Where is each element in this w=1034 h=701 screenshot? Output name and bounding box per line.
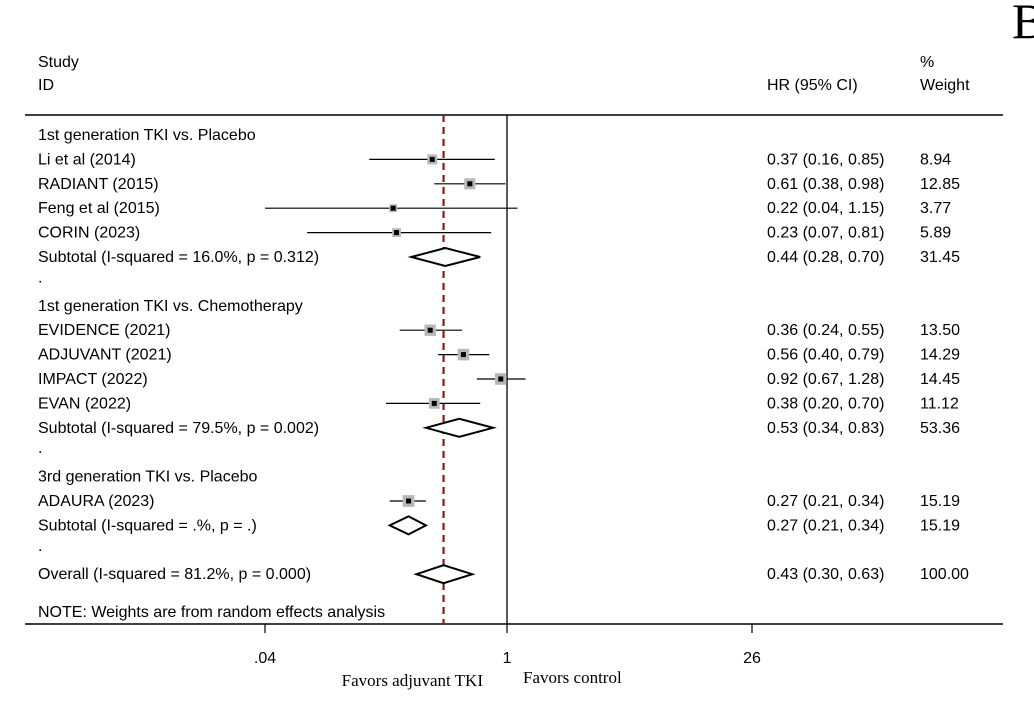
favors-left-label: Favors adjuvant TKI	[342, 671, 484, 690]
weights-note: NOTE: Weights are from random effects an…	[38, 604, 385, 621]
favors-right-label: Favors control	[523, 668, 622, 687]
hr-ci-value: 0.56 (0.40, 0.79)	[767, 347, 884, 364]
header-weight-line2: Weight	[920, 77, 970, 94]
spacer-label: .	[38, 538, 42, 555]
weight-value: 8.94	[920, 151, 951, 168]
study-label: Feng et al (2015)	[38, 200, 160, 217]
group-label: 1st generation TKI vs. Chemotherapy	[38, 298, 303, 315]
point-estimate	[406, 498, 412, 504]
header-study-line2: ID	[38, 77, 54, 94]
subtotal-diamond	[422, 417, 497, 438]
overall-diamond	[413, 564, 476, 585]
x-tick-label: 26	[743, 650, 761, 667]
study-label: Li et al (2014)	[38, 151, 136, 168]
weight-value: 12.85	[920, 176, 960, 193]
weight-value: 15.19	[920, 517, 960, 534]
subtotal-label: Subtotal (I-squared = .%, p = .)	[38, 517, 257, 534]
weight-value: 14.29	[920, 347, 960, 364]
x-axis-ticks: .04 1 26	[254, 624, 761, 667]
hr-ci-value: 0.22 (0.04, 1.15)	[767, 200, 884, 217]
weight-value: 5.89	[920, 225, 951, 242]
header-study-line1: Study	[38, 54, 79, 71]
header-hr-ci: HR (95% CI)	[767, 77, 858, 94]
study-label: EVAN (2022)	[38, 395, 131, 412]
hr-ci-value: 0.61 (0.38, 0.98)	[767, 176, 884, 193]
x-tick-label: .04	[254, 650, 276, 667]
weight-value: 11.12	[920, 395, 959, 412]
subtotal-label: Subtotal (I-squared = 16.0%, p = 0.312)	[38, 249, 319, 266]
hr-ci-value: 0.92 (0.67, 1.28)	[767, 371, 884, 388]
overall-label: Overall (I-squared = 81.2%, p = 0.000)	[38, 566, 311, 583]
weight-value: 15.19	[920, 493, 960, 510]
point-estimate	[394, 230, 400, 236]
point-estimate	[498, 376, 504, 382]
group-label: 1st generation TKI vs. Placebo	[38, 127, 256, 144]
weight-value: 100.00	[920, 566, 969, 583]
weight-value: 31.45	[920, 249, 960, 266]
hr-ci-value: 0.53 (0.34, 0.83)	[767, 420, 884, 437]
hr-ci-value: 0.36 (0.24, 0.55)	[767, 322, 884, 339]
weight-value: 53.36	[920, 420, 960, 437]
study-label: ADJUVANT (2021)	[38, 347, 172, 364]
hr-ci-value: 0.23 (0.07, 0.81)	[767, 225, 884, 242]
spacer-label: .	[38, 440, 42, 457]
spacer-label: .	[38, 269, 42, 286]
study-label: RADIANT (2015)	[38, 176, 159, 193]
hr-ci-value: 0.37 (0.16, 0.85)	[767, 151, 884, 168]
subtotal-diamond	[387, 515, 429, 536]
weight-value: 3.77	[920, 200, 951, 217]
subtotal-label: Subtotal (I-squared = 79.5%, p = 0.002)	[38, 420, 319, 437]
panel-label: B	[1012, 0, 1034, 49]
point-estimate	[429, 156, 435, 162]
weight-value: 14.45	[920, 371, 960, 388]
hr-ci-value: 0.43 (0.30, 0.63)	[767, 566, 884, 583]
point-estimate	[427, 327, 433, 333]
point-estimate	[390, 205, 396, 211]
point-estimate	[467, 181, 473, 187]
forest-rows: 1st generation TKI vs. Placebo Li et al (…	[38, 127, 969, 585]
hr-ci-value: 0.27 (0.21, 0.34)	[767, 493, 884, 510]
point-estimate	[431, 400, 437, 406]
header-weight-line1: %	[920, 54, 934, 71]
study-label: ADAURA (2023)	[38, 493, 155, 510]
subtotal-diamond	[407, 246, 481, 268]
study-label: EVIDENCE (2021)	[38, 322, 171, 339]
hr-ci-value: 0.38 (0.20, 0.70)	[767, 395, 884, 412]
hr-ci-value: 0.27 (0.21, 0.34)	[767, 517, 884, 534]
group-label: 3rd generation TKI vs. Placebo	[38, 469, 257, 486]
study-label: CORIN (2023)	[38, 225, 140, 242]
hr-ci-value: 0.44 (0.28, 0.70)	[767, 249, 884, 266]
weight-value: 13.50	[920, 322, 960, 339]
study-label: IMPACT (2022)	[38, 371, 148, 388]
point-estimate	[460, 352, 466, 358]
x-tick-label: 1	[503, 650, 512, 667]
